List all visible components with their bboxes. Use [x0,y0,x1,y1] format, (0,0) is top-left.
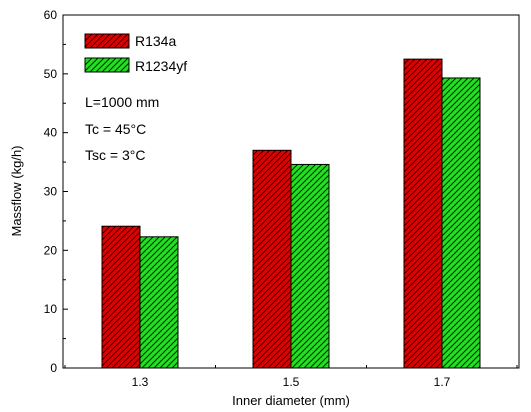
annotation-subcooling: Tsc = 3°C [85,147,145,163]
legend-label-r134a: R134a [135,33,176,49]
x-axis-label: Inner diameter (mm) [232,393,350,408]
y-tick-label: 60 [44,8,58,22]
y-tick-label: 50 [44,67,58,81]
bar-r134a-1_3 [101,225,141,369]
x-tick-label: 1.5 [283,375,300,389]
legend-label-r1234yf: R1234yf [135,58,187,74]
bar-r134a-1_7 [403,58,443,369]
y-tick-label: 30 [44,185,58,199]
annotations: L=1000 mm Tc = 45°C Tsc = 3°C [85,94,159,163]
bar-r1234yf-1_7 [441,77,481,369]
bar-r1234yf-1_5 [290,163,330,369]
legend: R134a R1234yf [84,33,187,74]
legend-swatch-r1234yf [84,57,130,73]
x-tick-label: 1.7 [434,375,451,389]
annotation-length: L=1000 mm [85,94,159,110]
legend-swatch-r134a [84,33,130,49]
y-tick-label: 0 [50,361,57,375]
y-tick-label: 10 [44,302,58,316]
bar-r1234yf-1_3 [139,236,179,369]
x-tick-label: 1.3 [132,375,149,389]
y-tick-label: 40 [44,126,58,140]
ticks-group: 0 10 20 30 40 50 60 1.3 1.5 1.7 [44,8,518,389]
y-axis-label: Massflow (kg/h) [9,145,24,236]
bars-group [101,58,481,369]
y-tick-label: 20 [44,243,58,257]
annotation-condensing-temp: Tc = 45°C [85,121,146,137]
bar-r134a-1_5 [252,149,292,369]
